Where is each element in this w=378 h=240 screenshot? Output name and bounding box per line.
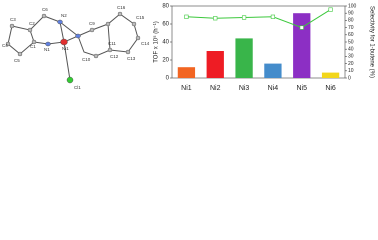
y2-tick-label: 90 bbox=[348, 11, 354, 17]
y2-tick-label: 0 bbox=[348, 75, 351, 81]
atom-label: N1 bbox=[44, 47, 50, 52]
marker bbox=[241, 15, 247, 20]
atom-label: C16 bbox=[117, 5, 126, 10]
atom-label: C5 bbox=[14, 58, 20, 63]
atom-label: C2 bbox=[29, 21, 35, 26]
y2-tick-label: 20 bbox=[348, 61, 354, 67]
atom-label: C4 bbox=[2, 43, 8, 48]
atom-label: C13 bbox=[127, 56, 136, 61]
bar bbox=[321, 72, 340, 78]
x-tick-label: Ni6 bbox=[325, 85, 336, 92]
marker bbox=[328, 7, 333, 12]
marker bbox=[184, 14, 189, 19]
figure: C3 C2 C6 N2 C4 C1 N1 Ni1 C9 C16 C15 C10 C11 C14 C12 C13… bbox=[2, 3, 374, 92]
atom-label: C14 bbox=[141, 41, 150, 46]
bar bbox=[235, 38, 253, 78]
y2-tick-label: 100 bbox=[348, 3, 357, 9]
bar bbox=[293, 13, 311, 79]
y-tick-label: 0 bbox=[166, 76, 170, 82]
atom-label: C11 bbox=[108, 41, 116, 46]
atoms bbox=[5, 11, 141, 84]
atom-label: C9 bbox=[89, 21, 95, 26]
bar bbox=[206, 51, 224, 78]
molecule bbox=[5, 11, 141, 84]
line bbox=[186, 9, 331, 29]
atom-label: N2 bbox=[61, 13, 67, 18]
y2-tick-label: 60 bbox=[348, 32, 354, 38]
y-axis-label: TOF x 10⁵ (h⁻¹) bbox=[153, 21, 160, 63]
atom-label: C10 bbox=[82, 57, 91, 62]
atom-label: C1 bbox=[30, 44, 36, 49]
atom-label: C15 bbox=[136, 15, 145, 20]
x-tick-label: Ni4 bbox=[268, 85, 279, 92]
atom-label: Cl1 bbox=[74, 85, 81, 90]
y2-tick-label: 80 bbox=[348, 18, 354, 24]
marker bbox=[270, 14, 276, 19]
y2-tick-label: 30 bbox=[348, 54, 354, 60]
y-tick-label: 40 bbox=[162, 40, 169, 46]
y2-tick-label: 40 bbox=[348, 47, 354, 53]
y2-tick-label: 50 bbox=[348, 39, 354, 45]
atom-label: C12 bbox=[110, 54, 119, 59]
atom-labels: C3 C2 C6 N2 C4 C1 N1 Ni1 C9 C16 C15 C10 C11 C14 C12 C13… bbox=[2, 5, 150, 90]
y2-tick-label: 10 bbox=[348, 68, 354, 74]
marker bbox=[213, 16, 218, 21]
x-tick-label: Ni1 bbox=[181, 85, 192, 92]
y-tick-label: 80 bbox=[162, 4, 169, 10]
x-tick-label: Ni3 bbox=[239, 85, 250, 92]
bonds bbox=[7, 13, 139, 81]
marker bbox=[299, 25, 304, 30]
atom-label: Ni1 bbox=[62, 46, 69, 51]
y2-tick-label: 70 bbox=[348, 25, 354, 31]
y-tick-label: 60 bbox=[162, 22, 169, 28]
x-tick-label: Ni2 bbox=[210, 85, 221, 92]
atom-label: C3 bbox=[10, 17, 16, 22]
y-tick-label: 20 bbox=[162, 58, 169, 64]
bar bbox=[264, 63, 282, 78]
y2-axis-label: Selectivity for 1-butene (%) bbox=[368, 6, 374, 78]
bar bbox=[177, 67, 196, 78]
atom-label: C6 bbox=[42, 7, 48, 12]
x-tick-label: Ni5 bbox=[296, 85, 307, 92]
